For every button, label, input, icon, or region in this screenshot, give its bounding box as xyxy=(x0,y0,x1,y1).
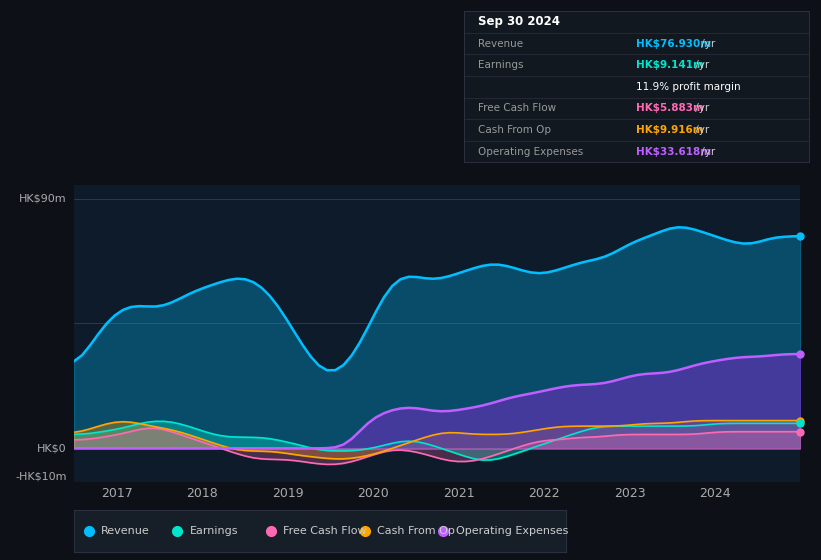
Text: Free Cash Flow: Free Cash Flow xyxy=(283,526,367,535)
Text: HK$33.618m: HK$33.618m xyxy=(636,147,712,157)
Text: HK$9.141m: HK$9.141m xyxy=(636,60,704,70)
Text: Cash From Op: Cash From Op xyxy=(478,125,551,135)
Text: Cash From Op: Cash From Op xyxy=(377,526,455,535)
Text: Operating Expenses: Operating Expenses xyxy=(456,526,568,535)
Text: /yr: /yr xyxy=(692,60,709,70)
Text: HK$90m: HK$90m xyxy=(19,194,67,204)
Text: Free Cash Flow: Free Cash Flow xyxy=(478,104,556,114)
Text: Revenue: Revenue xyxy=(478,39,523,49)
Text: 11.9% profit margin: 11.9% profit margin xyxy=(636,82,741,92)
Text: /yr: /yr xyxy=(692,104,709,114)
Text: Revenue: Revenue xyxy=(101,526,149,535)
Text: Earnings: Earnings xyxy=(190,526,238,535)
Text: Sep 30 2024: Sep 30 2024 xyxy=(478,16,560,29)
Text: Operating Expenses: Operating Expenses xyxy=(478,147,583,157)
Text: HK$5.883m: HK$5.883m xyxy=(636,104,704,114)
Text: /yr: /yr xyxy=(692,125,709,135)
Text: -HK$10m: -HK$10m xyxy=(15,471,67,481)
Text: /yr: /yr xyxy=(699,147,716,157)
Text: HK$76.930m: HK$76.930m xyxy=(636,39,712,49)
Text: HK$9.916m: HK$9.916m xyxy=(636,125,704,135)
Text: /yr: /yr xyxy=(699,39,716,49)
Text: Earnings: Earnings xyxy=(478,60,523,70)
Text: HK$0: HK$0 xyxy=(37,444,67,453)
